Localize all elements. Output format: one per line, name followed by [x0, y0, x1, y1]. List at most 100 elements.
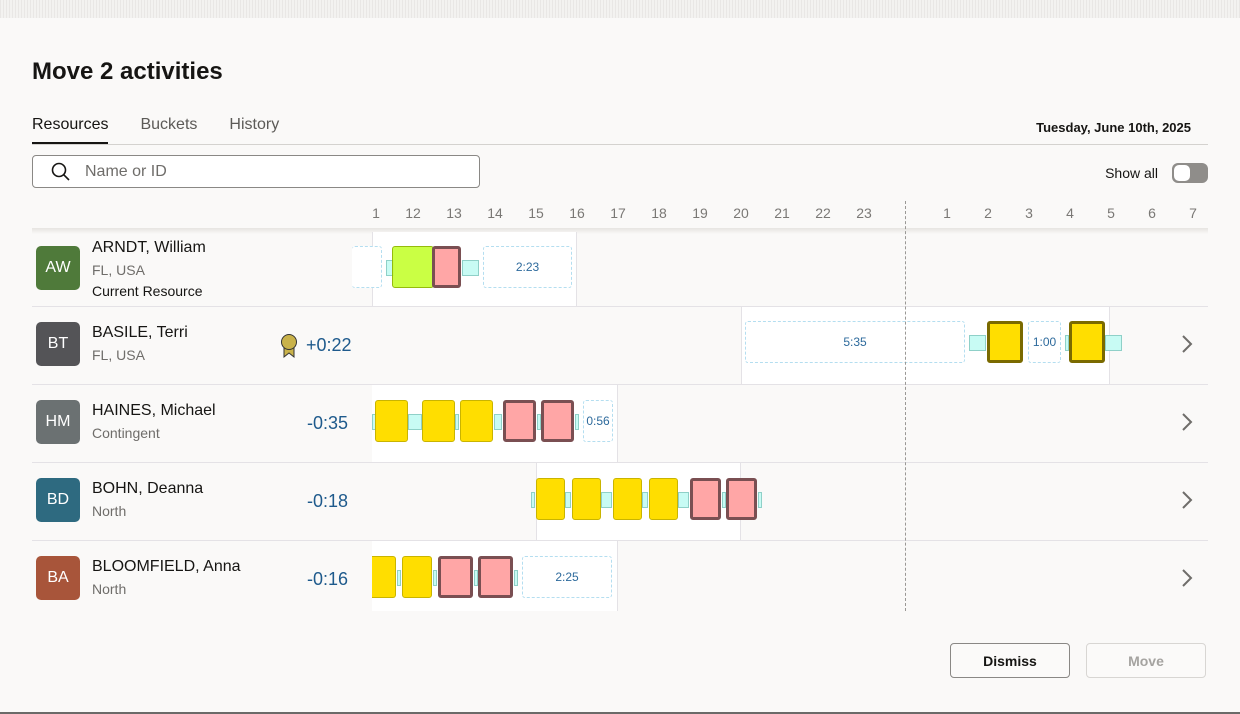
- show-all-toggle[interactable]: [1172, 163, 1208, 183]
- idle-gap: 2:25: [522, 556, 612, 598]
- hour-tick: 14: [487, 205, 503, 221]
- award-icon: [281, 334, 297, 359]
- activity-block[interactable]: [536, 478, 565, 520]
- activity-block[interactable]: [375, 400, 408, 442]
- resource-location: FL, USA: [92, 347, 145, 363]
- travel-segment: [1105, 335, 1122, 351]
- avatar: BD: [36, 478, 80, 522]
- avatar: HM: [36, 400, 80, 444]
- resource-location: North: [92, 581, 127, 597]
- travel-segment: [514, 570, 518, 586]
- header-shadow: [32, 228, 1208, 234]
- travel-segment: [565, 492, 571, 508]
- tab-resources[interactable]: Resources: [32, 116, 109, 145]
- chevron-right-icon[interactable]: [1180, 334, 1194, 354]
- hour-tick: 15: [528, 205, 544, 221]
- travel-segment: [462, 260, 479, 276]
- activity-block-moving[interactable]: [432, 246, 461, 288]
- activity-block-moving[interactable]: [690, 478, 721, 520]
- resource-row[interactable]: BD BOHN, Deanna North -0:18: [32, 463, 1208, 541]
- show-all-label: Show all: [1105, 165, 1158, 181]
- hour-tick: 23: [856, 205, 872, 221]
- hour-tick: 18: [651, 205, 667, 221]
- resource-name: BLOOMFIELD, Anna: [92, 558, 241, 575]
- hour-tick: 16: [569, 205, 585, 221]
- hour-tick: 7: [1189, 205, 1197, 221]
- resource-row[interactable]: AW ARNDT, William FL, USA Current Resour…: [32, 232, 1208, 307]
- chevron-right-icon[interactable]: [1180, 568, 1194, 588]
- hour-tick: 19: [692, 205, 708, 221]
- hour-tick: 20: [733, 205, 749, 221]
- move-activities-dialog: Move 2 activities Resources Buckets Hist…: [0, 18, 1240, 714]
- activity-block-moving[interactable]: [503, 400, 536, 442]
- dialog-title: Move 2 activities: [32, 58, 223, 85]
- time-delta: -0:18: [307, 491, 349, 511]
- dismiss-button[interactable]: Dismiss: [950, 643, 1070, 678]
- travel-segment: [969, 335, 986, 351]
- date-label: Tuesday, June 10th, 2025: [1036, 120, 1191, 135]
- hour-tick: 13: [446, 205, 462, 221]
- tab-bar: Resources Buckets History: [32, 116, 279, 145]
- resource-row[interactable]: HM HAINES, Michael Contingent -0:35 0:56: [32, 385, 1208, 463]
- search-box[interactable]: [32, 155, 480, 188]
- tab-history[interactable]: History: [229, 116, 280, 133]
- move-button[interactable]: Move: [1086, 643, 1206, 678]
- activity-block[interactable]: [613, 478, 642, 520]
- resource-location: FL, USA: [92, 262, 145, 278]
- time-delta: -0:35: [307, 413, 349, 433]
- chevron-right-icon[interactable]: [1180, 412, 1194, 432]
- activity-block[interactable]: [460, 400, 493, 442]
- activity-block[interactable]: [572, 478, 601, 520]
- time-delta: +0:22: [306, 335, 352, 355]
- travel-segment: [408, 414, 422, 430]
- activity-block[interactable]: [372, 556, 396, 598]
- resource-name: ARNDT, William: [92, 239, 206, 256]
- hour-tick: 12: [405, 205, 421, 221]
- hour-tick: 17: [610, 205, 626, 221]
- tab-buckets[interactable]: Buckets: [140, 116, 198, 133]
- hour-tick: 21: [774, 205, 790, 221]
- hour-tick: 1: [943, 205, 951, 221]
- activity-block-moving[interactable]: [541, 400, 574, 442]
- travel-segment: [722, 492, 726, 508]
- resource-row[interactable]: BA BLOOMFIELD, Anna North -0:16 2:25: [32, 541, 1208, 611]
- hour-tick: 5: [1107, 205, 1115, 221]
- travel-segment: [601, 492, 612, 508]
- activity-block[interactable]: [402, 556, 432, 598]
- chevron-right-icon[interactable]: [1180, 490, 1194, 510]
- divider: [32, 144, 1208, 145]
- resource-name: BOHN, Deanna: [92, 480, 204, 497]
- show-all-control: Show all: [1105, 163, 1208, 183]
- travel-segment: [531, 492, 535, 508]
- travel-segment: [474, 570, 478, 586]
- travel-segment: [537, 414, 541, 430]
- travel-segment: [433, 570, 437, 586]
- travel-segment: [758, 492, 762, 508]
- activity-block[interactable]: [987, 321, 1023, 363]
- avatar: AW: [36, 246, 80, 290]
- avatar: BT: [36, 322, 80, 366]
- search-icon: [51, 162, 70, 181]
- current-time-line: [905, 201, 906, 611]
- travel-segment: [455, 414, 459, 430]
- search-input[interactable]: [85, 162, 445, 181]
- activity-block[interactable]: [649, 478, 678, 520]
- travel-segment: [494, 414, 502, 430]
- idle-gap: 2:23: [483, 246, 572, 288]
- activity-block[interactable]: [422, 400, 455, 442]
- resource-location: Contingent: [92, 425, 160, 441]
- idle-gap: 1:00: [1028, 321, 1061, 363]
- travel-segment: [642, 492, 648, 508]
- idle-gap: 5:35: [745, 321, 965, 363]
- activity-block[interactable]: [1069, 321, 1105, 363]
- resource-row[interactable]: BT BASILE, Terri FL, USA +0:22 5:35 1:00: [32, 307, 1208, 385]
- resource-name: HAINES, Michael: [92, 402, 216, 419]
- hour-tick: 22: [815, 205, 831, 221]
- hour-tick: 3: [1025, 205, 1033, 221]
- activity-block[interactable]: [392, 246, 434, 288]
- avatar: BA: [36, 556, 80, 600]
- activity-block-moving[interactable]: [438, 556, 473, 598]
- activity-block-moving[interactable]: [478, 556, 513, 598]
- travel-segment: [1065, 335, 1069, 351]
- activity-block-moving[interactable]: [726, 478, 757, 520]
